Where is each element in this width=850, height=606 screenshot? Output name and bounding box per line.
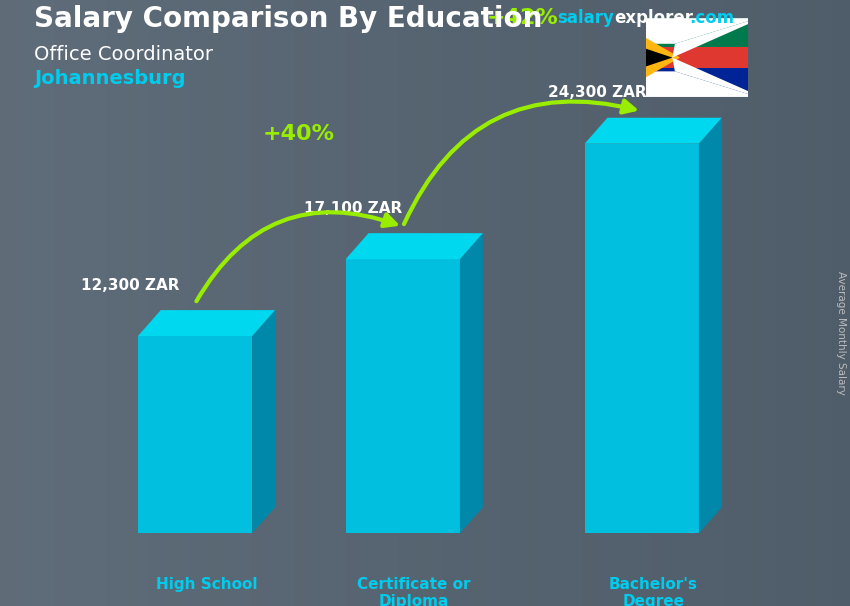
Polygon shape	[585, 118, 722, 144]
Polygon shape	[252, 310, 275, 533]
Text: Office Coordinator: Office Coordinator	[34, 45, 213, 64]
Bar	[646, 58, 748, 97]
Polygon shape	[585, 144, 699, 533]
Text: Salary Comparison By Education: Salary Comparison By Education	[34, 5, 542, 33]
Text: Bachelor's
Degree: Bachelor's Degree	[609, 576, 698, 606]
Polygon shape	[138, 310, 275, 336]
Text: Average Monthly Salary: Average Monthly Salary	[836, 271, 846, 395]
Text: 12,300 ZAR: 12,300 ZAR	[81, 278, 179, 293]
Polygon shape	[672, 21, 748, 58]
Polygon shape	[672, 58, 748, 94]
Text: +40%: +40%	[263, 124, 335, 144]
Polygon shape	[646, 38, 680, 78]
Polygon shape	[646, 18, 748, 44]
Text: 24,300 ZAR: 24,300 ZAR	[548, 85, 647, 101]
Polygon shape	[460, 233, 483, 533]
Text: salary: salary	[557, 9, 614, 27]
Bar	[646, 18, 748, 58]
Text: .com: .com	[689, 9, 734, 27]
Bar	[646, 47, 748, 68]
Text: High School: High School	[156, 576, 258, 591]
Text: 17,100 ZAR: 17,100 ZAR	[304, 201, 402, 216]
Text: explorer: explorer	[615, 9, 694, 27]
Text: Certificate or
Diploma: Certificate or Diploma	[358, 576, 471, 606]
Polygon shape	[646, 72, 748, 97]
Text: +42%: +42%	[486, 8, 558, 28]
Polygon shape	[699, 118, 722, 533]
Polygon shape	[646, 48, 672, 67]
Text: Johannesburg: Johannesburg	[34, 69, 185, 88]
Polygon shape	[346, 259, 460, 533]
Polygon shape	[138, 336, 252, 533]
Polygon shape	[346, 233, 483, 259]
